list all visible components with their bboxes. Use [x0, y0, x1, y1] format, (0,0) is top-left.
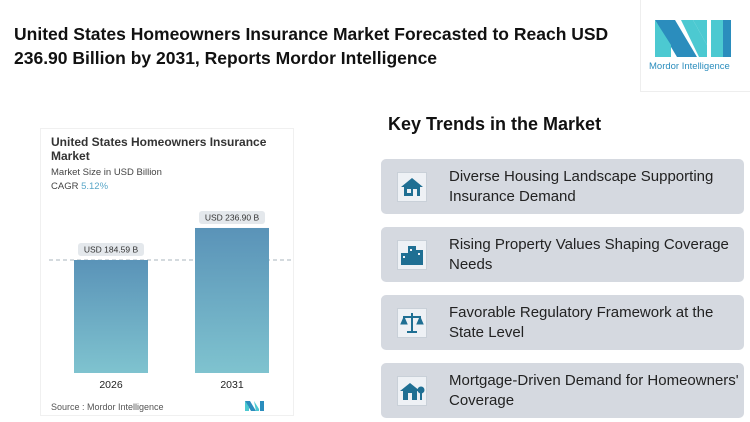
trend-card: Favorable Regulatory Framework at the St…	[381, 295, 744, 350]
buildings-icon	[397, 240, 427, 270]
house-tree-icon	[397, 376, 427, 406]
logo-text: Mordor Intelligence	[649, 61, 730, 72]
trend-label: Favorable Regulatory Framework at the St…	[449, 304, 714, 341]
x-tick-label: 2026	[99, 379, 123, 391]
source-logo-icon	[245, 401, 264, 411]
data-label: USD 236.90 B	[205, 212, 260, 222]
bar-2031	[195, 227, 269, 373]
scales-icon	[397, 308, 427, 338]
mordor-logo: Mordor Intelligence	[640, 0, 750, 92]
trend-label: Diverse Housing Landscape Supporting Ins…	[449, 168, 714, 205]
chart-subtitle: Market Size in USD Billion	[51, 167, 162, 178]
trends-title: Key Trends in the Market	[388, 114, 602, 134]
data-label: USD 184.59 B	[84, 245, 139, 255]
data-label-bg	[78, 243, 144, 256]
trend-label: Mortgage-Driven Demand for Homeowners' C…	[449, 372, 739, 409]
logo-mark-icon	[655, 20, 731, 57]
trend-card: Diverse Housing Landscape Supporting Ins…	[381, 159, 744, 214]
bar-2026	[74, 260, 148, 373]
chart-title: United States Homeowners Insurance Marke…	[51, 135, 267, 163]
cagr: CAGR 5.12%	[51, 181, 108, 192]
chart-source: Source : Mordor Intelligence	[51, 402, 164, 412]
trend-label: Rising Property Values Shaping Coverage …	[449, 236, 729, 273]
cagr-label: CAGR	[51, 181, 79, 192]
page-title: United States Homeowners Insurance Marke…	[14, 24, 609, 68]
cagr-value: 5.12%	[81, 181, 109, 192]
trend-card: Rising Property Values Shaping Coverage …	[381, 227, 744, 282]
house-icon	[397, 172, 427, 202]
x-tick-label: 2031	[220, 379, 244, 391]
trend-card: Mortgage-Driven Demand for Homeowners' C…	[381, 363, 744, 418]
bar-chart: USD 184.59 B 2026 USD 236.90 B 2031	[49, 210, 293, 391]
chart-card: USD 184.59 B 2026 USD 236.90 B 2031 United …	[40, 128, 294, 416]
data-label-bg	[199, 210, 265, 224]
